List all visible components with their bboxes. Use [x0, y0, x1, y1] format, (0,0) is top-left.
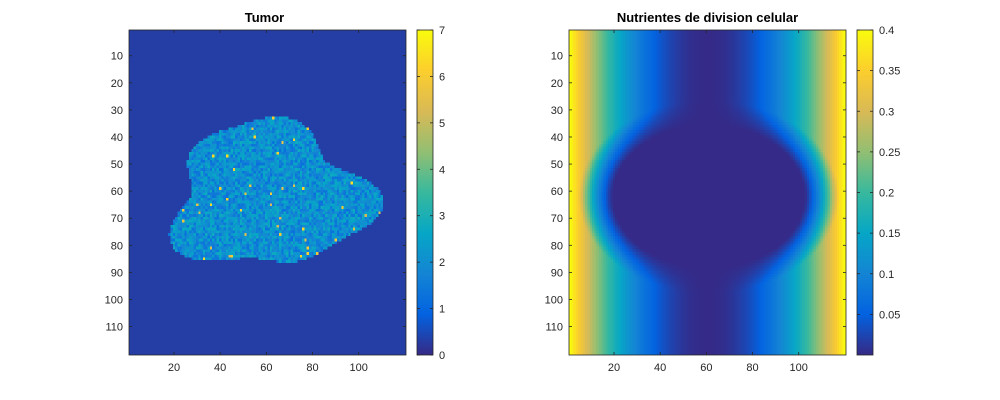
tumor-colorbar-ticks: 0 1 2 3 4 5 6 7: [417, 25, 445, 362]
y-tick-label: 30: [111, 105, 123, 117]
y-tick-label: 80: [551, 240, 563, 252]
colorbar-tick-label: 7: [439, 25, 445, 37]
y-tick-label: 80: [111, 240, 123, 252]
nutrients-chart-title: Nutrientes de division celular: [617, 10, 798, 25]
colorbar-tick-label: 0.15: [879, 228, 900, 240]
y-tick-label: 100: [105, 294, 123, 306]
tumor-colorbar-frame: [416, 29, 434, 356]
colorbar-tick-label: 1: [439, 304, 445, 316]
x-tick-label: 100: [789, 362, 807, 374]
y-tick-label: 30: [551, 105, 563, 117]
x-tick-label: 20: [168, 362, 180, 374]
colorbar-tick-label: 0.05: [879, 309, 900, 321]
colorbar-tick-label: 0.4: [879, 25, 894, 37]
y-tick-label: 70: [111, 213, 123, 225]
tumor-plot-frame: [128, 29, 407, 356]
nutrients-axis-ticks: 20 40 60 80 100 10 20 30 40 50 60 70 80 90 100 110: [545, 30, 846, 374]
y-tick-label: 20: [551, 78, 563, 90]
x-tick-label: 60: [700, 362, 712, 374]
y-tick-label: 50: [111, 159, 123, 171]
y-tick-label: 40: [111, 132, 123, 144]
x-tick-label: 80: [746, 362, 758, 374]
y-tick-label: 70: [551, 213, 563, 225]
y-tick-label: 90: [111, 267, 123, 279]
colorbar-tick-label: 0.2: [879, 188, 894, 200]
nutrients-heatmap: [569, 30, 846, 355]
y-tick-label: 10: [551, 51, 563, 63]
colorbar-tick-label: 0.1: [879, 269, 894, 281]
y-tick-label: 10: [111, 51, 123, 63]
colorbar-tick-label: 5: [439, 118, 445, 130]
colorbar-tick-label: 2: [439, 257, 445, 269]
x-tick-label: 80: [306, 362, 318, 374]
nutrients-colorbar-ticks: 0.05 0.1 0.15 0.2 0.25 0.3 0.35 0.4: [857, 25, 900, 321]
x-tick-label: 40: [214, 362, 226, 374]
x-tick-label: 40: [654, 362, 666, 374]
x-tick-label: 60: [260, 362, 272, 374]
x-tick-label: 20: [608, 362, 620, 374]
tumor-heatmap: [129, 30, 406, 355]
colorbar-tick-label: 4: [439, 164, 445, 176]
y-tick-label: 40: [551, 132, 563, 144]
colorbar-tick-label: 0.3: [879, 106, 894, 118]
y-tick-label: 100: [545, 294, 563, 306]
nutrients-plot-frame: [568, 29, 847, 356]
y-tick-label: 90: [551, 267, 563, 279]
nutrients-chart: Nutrientes de division celular 20 40 60 80 1…: [545, 10, 901, 374]
y-tick-label: 50: [551, 159, 563, 171]
y-tick-label: 20: [111, 78, 123, 90]
y-tick-label: 110: [105, 322, 123, 334]
y-tick-label: 110: [545, 322, 563, 334]
x-tick-label: 100: [349, 362, 367, 374]
colorbar-tick-label: 0.25: [879, 147, 900, 159]
y-tick-label: 60: [111, 186, 123, 198]
colorbar-tick-label: 3: [439, 211, 445, 223]
colorbar-tick-label: 6: [439, 71, 445, 83]
colorbar-tick-label: 0: [439, 350, 445, 362]
tumor-axis-ticks: 20 40 60 80 100 10 20 30 40 50 60 70 80 90 100 110: [105, 30, 406, 374]
colorbar-tick-label: 0.35: [879, 66, 900, 78]
y-tick-label: 60: [551, 186, 563, 198]
nutrients-colorbar: [857, 30, 873, 355]
tumor-chart: Tumor 20 40 60 80 10010203040506070809010011…: [105, 10, 445, 374]
tumor-colorbar: [417, 30, 433, 355]
tumor-chart-title: Tumor: [245, 10, 284, 25]
